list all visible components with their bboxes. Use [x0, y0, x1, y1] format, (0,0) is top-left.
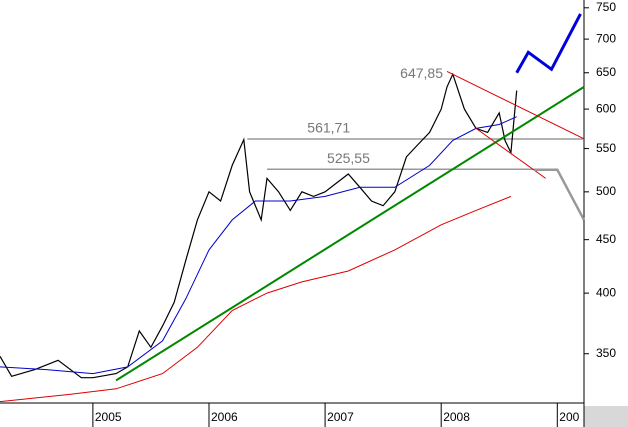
- series-line: [115, 86, 585, 382]
- x-tick-label: 2005: [95, 410, 122, 424]
- series-line: [0, 116, 517, 375]
- series-line: [446, 70, 585, 140]
- series-line: [515, 13, 582, 74]
- y-tick-label: 550: [596, 141, 616, 155]
- series-line: [0, 72, 518, 379]
- x-tick-label: 200: [559, 410, 579, 424]
- x-tick-label: 2008: [443, 410, 470, 424]
- series-line: [475, 127, 546, 179]
- level-label: 525,55: [327, 150, 370, 166]
- y-tick-label: 700: [596, 31, 616, 45]
- annotation: 647,85: [400, 65, 443, 81]
- y-tick-label: 500: [596, 184, 616, 198]
- series-line: [0, 195, 512, 403]
- y-tick-label: 450: [596, 232, 616, 246]
- y-tick-label: 600: [596, 101, 616, 115]
- y-tick-label: 350: [596, 346, 616, 360]
- level-label: 561,71: [307, 120, 350, 136]
- series-line: [534, 168, 586, 221]
- x-tick-label: 2006: [211, 410, 238, 424]
- x-tick-label: 2007: [327, 410, 354, 424]
- corner-box: [584, 406, 628, 427]
- y-tick-label: 400: [596, 285, 616, 299]
- y-tick-label: 750: [596, 0, 616, 14]
- y-tick-label: 650: [596, 65, 616, 79]
